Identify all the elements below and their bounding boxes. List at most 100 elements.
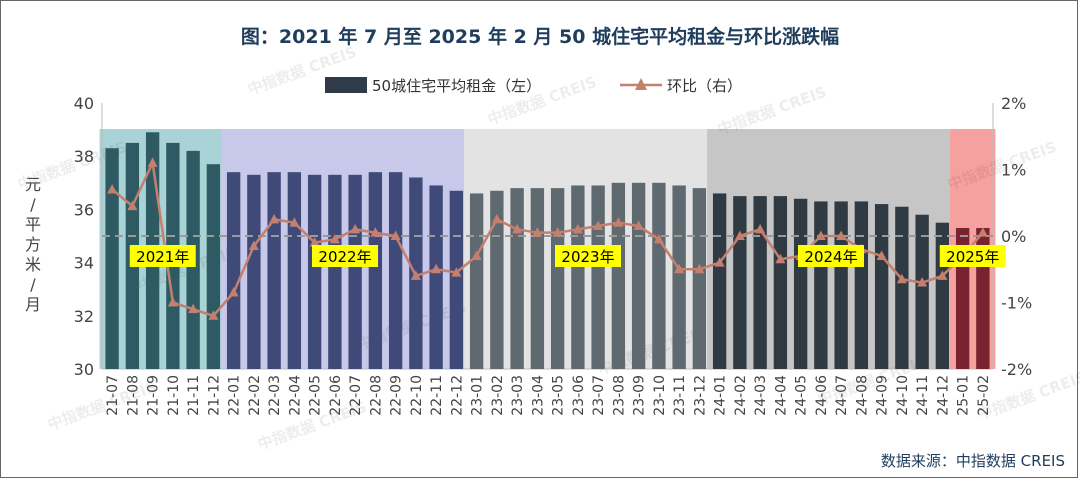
x-tick-label: 23-08 [611, 375, 627, 416]
bar-22-03 [267, 172, 281, 369]
x-tick-label: 22-03 [267, 375, 283, 416]
bar-22-04 [287, 172, 302, 369]
x-tick-label: 22-04 [287, 375, 303, 416]
mom-marker-21-12 [208, 310, 219, 320]
mom-marker-24-12 [937, 270, 948, 280]
x-tick-label: 24-04 [773, 375, 789, 416]
mom-marker-21-08 [127, 200, 138, 211]
mom-marker-24-03 [755, 223, 766, 234]
mom-marker-21-07 [107, 183, 118, 194]
bar-24-07 [834, 201, 848, 369]
mom-marker-21-11 [188, 303, 199, 314]
x-tick-label: 23-05 [551, 375, 567, 416]
mom-marker-22-07 [350, 223, 361, 234]
mom-marker-23-09 [633, 220, 644, 231]
bar-23-03 [510, 188, 524, 369]
x-tick-label: 25-02 [976, 375, 992, 416]
mom-marker-23-04 [532, 227, 543, 237]
mom-marker-22-08 [370, 227, 381, 237]
period-label-box-2 [555, 245, 621, 267]
right-tick-label: -2% [1001, 360, 1032, 379]
x-tick-label: 23-02 [490, 375, 506, 416]
mom-marker-23-10 [653, 233, 664, 244]
x-tick-label: 22-05 [308, 375, 324, 416]
bar-24-06 [814, 201, 828, 369]
bar-24-11 [915, 214, 929, 369]
bar-22-01 [226, 172, 241, 369]
x-tick-label: 25-01 [956, 375, 972, 416]
x-tick-label: 24-03 [753, 375, 769, 416]
legend-line-marker [635, 78, 647, 90]
bar-23-04 [530, 188, 545, 369]
mom-marker-22-01 [228, 287, 239, 297]
bar-24-04 [773, 196, 788, 369]
y-axis-label-char: 平 [25, 215, 41, 234]
mom-marker-24-06 [815, 230, 826, 240]
mom-marker-23-12 [694, 263, 705, 274]
source-note: 数据来源：中指数据 CREIS [881, 452, 1065, 470]
right-tick-label: 1% [1001, 161, 1026, 180]
mom-marker-23-01 [471, 250, 482, 260]
x-tick-label: 23-03 [510, 375, 526, 416]
bar-23-10 [652, 182, 666, 369]
period-label-box-0 [129, 245, 196, 267]
left-tick-label: 30 [74, 360, 94, 379]
x-tick-label: 22-10 [409, 375, 425, 416]
legend: 50城住宅平均租金（左） 环比（右） [325, 77, 742, 95]
x-tick-label: 24-01 [713, 375, 729, 416]
mom-marker-24-01 [714, 257, 725, 267]
mom-marker-23-03 [512, 223, 523, 234]
mom-marker-22-03 [269, 213, 280, 224]
x-tick-label: 24-12 [935, 375, 951, 416]
legend-line-label: 环比（右） [667, 77, 742, 95]
x-tick-label: 22-07 [348, 375, 364, 416]
bar-23-08 [611, 182, 626, 369]
x-tick-label: 21-12 [206, 375, 222, 416]
bar-23-06 [571, 185, 585, 369]
bar-24-01 [712, 193, 727, 369]
x-tick-label: 22-09 [389, 375, 405, 416]
period-label-0: 2021年 [136, 248, 189, 266]
bar-22-08 [368, 172, 383, 369]
x-tick-label: 23-11 [672, 375, 688, 416]
bar-24-10 [895, 206, 909, 369]
left-tick-label: 38 [74, 147, 94, 166]
x-tick-label: 24-07 [834, 375, 850, 416]
x-tick-label: 21-09 [146, 375, 162, 416]
period-label-box-3 [798, 245, 864, 267]
watermark-9: 中指数据 CREIS [45, 378, 159, 434]
x-tick-label: 23-09 [632, 375, 648, 416]
x-tick-label: 23-10 [652, 375, 668, 416]
bar-24-05 [793, 198, 808, 369]
x-tick-label: 24-10 [895, 375, 911, 416]
mom-marker-22-05 [309, 237, 320, 247]
legend-bar-label: 50城住宅平均租金（左） [372, 77, 541, 95]
y-axis-label-char: 元 [25, 175, 41, 194]
period-label-3: 2024年 [804, 248, 857, 266]
x-tick-label: 22-12 [449, 375, 465, 416]
bar-22-02 [247, 174, 261, 369]
x-tick-label: 22-11 [429, 375, 445, 416]
x-tick-label: 22-02 [247, 375, 263, 416]
x-tick-label: 21-11 [186, 375, 202, 416]
bar-23-07 [591, 185, 605, 369]
bar-22-11 [429, 185, 443, 369]
period-label-4: 2025年 [946, 248, 999, 266]
mom-marker-25-02 [977, 227, 988, 237]
bar-21-12 [206, 164, 221, 369]
mom-marker-23-08 [613, 217, 624, 227]
bar-24-09 [874, 204, 889, 369]
bar-23-01 [469, 193, 484, 369]
mom-line [111, 158, 984, 318]
mom-marker-22-09 [390, 230, 401, 240]
bar-22-09 [388, 172, 403, 369]
y-axis-label-char: 方 [25, 235, 41, 254]
x-tick-label: 23-04 [530, 375, 546, 416]
bar-23-09 [631, 182, 646, 369]
right-tick-label: -1% [1001, 294, 1032, 313]
period-label-box-1 [312, 245, 378, 267]
left-tick-label: 36 [74, 200, 94, 219]
mom-marker-24-04 [775, 253, 786, 264]
